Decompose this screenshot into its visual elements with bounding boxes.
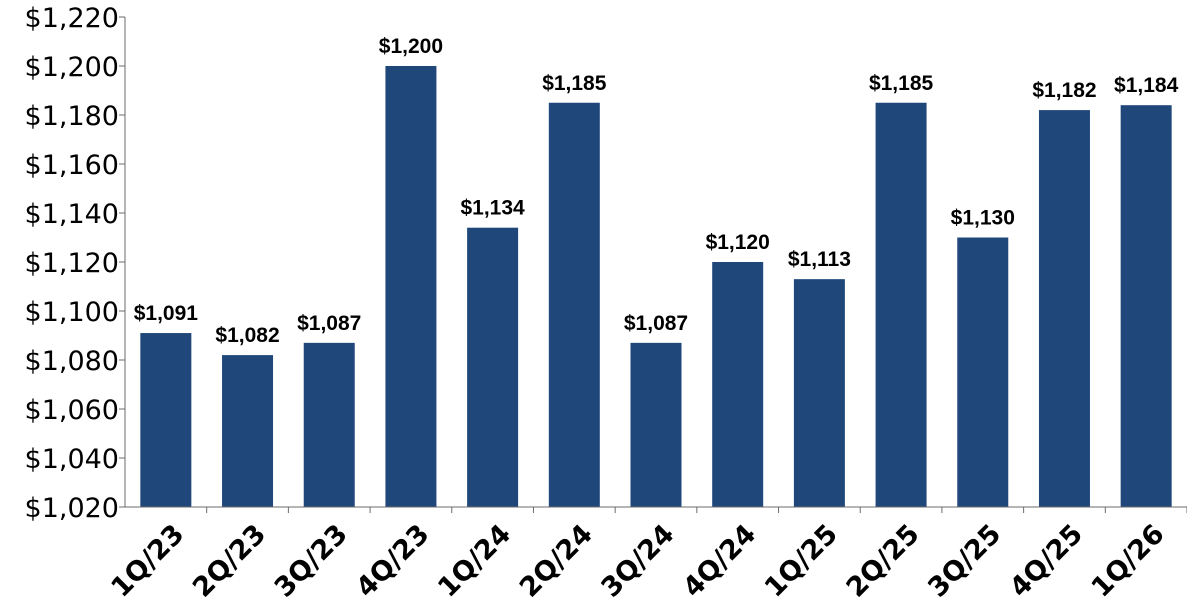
y-tick-label: $1,080: [25, 346, 119, 377]
data-label: $1,087: [297, 312, 361, 335]
x-tick-label: 1Q/23: [105, 519, 190, 604]
bar: [1038, 110, 1090, 507]
data-label: $1,113: [788, 248, 851, 271]
y-tick-label: $1,160: [25, 150, 119, 181]
data-label: $1,082: [215, 324, 279, 347]
bar: [548, 102, 600, 507]
y-tick-label: $1,020: [25, 493, 119, 524]
data-label: $1,182: [1032, 79, 1096, 102]
y-tick-label: $1,220: [25, 3, 119, 34]
data-label: $1,185: [869, 72, 934, 95]
bar: [957, 237, 1009, 507]
x-tick-label: 1Q/26: [1086, 519, 1171, 604]
y-axis-ticks: $1,020 $1,040 $1,060 $1,080 $1,100 $1,120 $1,1…: [25, 3, 125, 524]
y-tick-label: $1,140: [25, 199, 119, 230]
data-label: $1,120: [706, 231, 770, 254]
x-tick-label: 3Q/23: [269, 519, 354, 604]
bar: [1120, 105, 1172, 507]
x-tick-label: 1Q/25: [759, 519, 844, 604]
x-axis-ticks: 1Q/232Q/233Q/234Q/231Q/242Q/243Q/244Q/24…: [105, 507, 1187, 604]
y-tick-label: $1,200: [25, 52, 119, 83]
x-tick-label: 4Q/23: [350, 519, 435, 604]
data-labels: $1,091 $1,082 $1,087 $1,200 $1,134 $1,185 $1,0…: [134, 35, 1179, 347]
x-tick-label: 2Q/23: [187, 519, 272, 604]
bar: [222, 355, 274, 507]
data-label: $1,200: [379, 35, 443, 58]
x-tick-label: 1Q/24: [432, 519, 517, 604]
bar: [712, 262, 764, 507]
data-label: $1,184: [1114, 74, 1179, 97]
data-label: $1,134: [460, 197, 525, 220]
bars: [140, 66, 1172, 507]
y-tick-label: $1,040: [25, 444, 119, 475]
bar: [303, 342, 355, 507]
x-tick-label: 4Q/25: [1004, 519, 1089, 604]
bar: [140, 333, 192, 507]
y-tick-label: $1,180: [25, 101, 119, 132]
x-tick-label: 2Q/24: [514, 519, 599, 604]
x-tick-label: 4Q/24: [677, 519, 762, 604]
bar: [630, 342, 682, 507]
y-tick-label: $1,060: [25, 395, 119, 426]
x-tick-label: 3Q/25: [922, 519, 1007, 604]
y-tick-label: $1,100: [25, 297, 119, 328]
data-label: $1,091: [134, 302, 199, 325]
data-label: $1,087: [624, 312, 688, 335]
bar: [467, 227, 519, 507]
bar: [793, 279, 845, 507]
x-tick-label: 2Q/25: [841, 519, 926, 604]
data-label: $1,130: [951, 207, 1015, 230]
bar: [875, 102, 927, 507]
y-tick-label: $1,120: [25, 248, 119, 279]
x-tick-label: 3Q/24: [596, 519, 681, 604]
bar: [385, 66, 437, 507]
data-label: $1,185: [542, 72, 607, 95]
